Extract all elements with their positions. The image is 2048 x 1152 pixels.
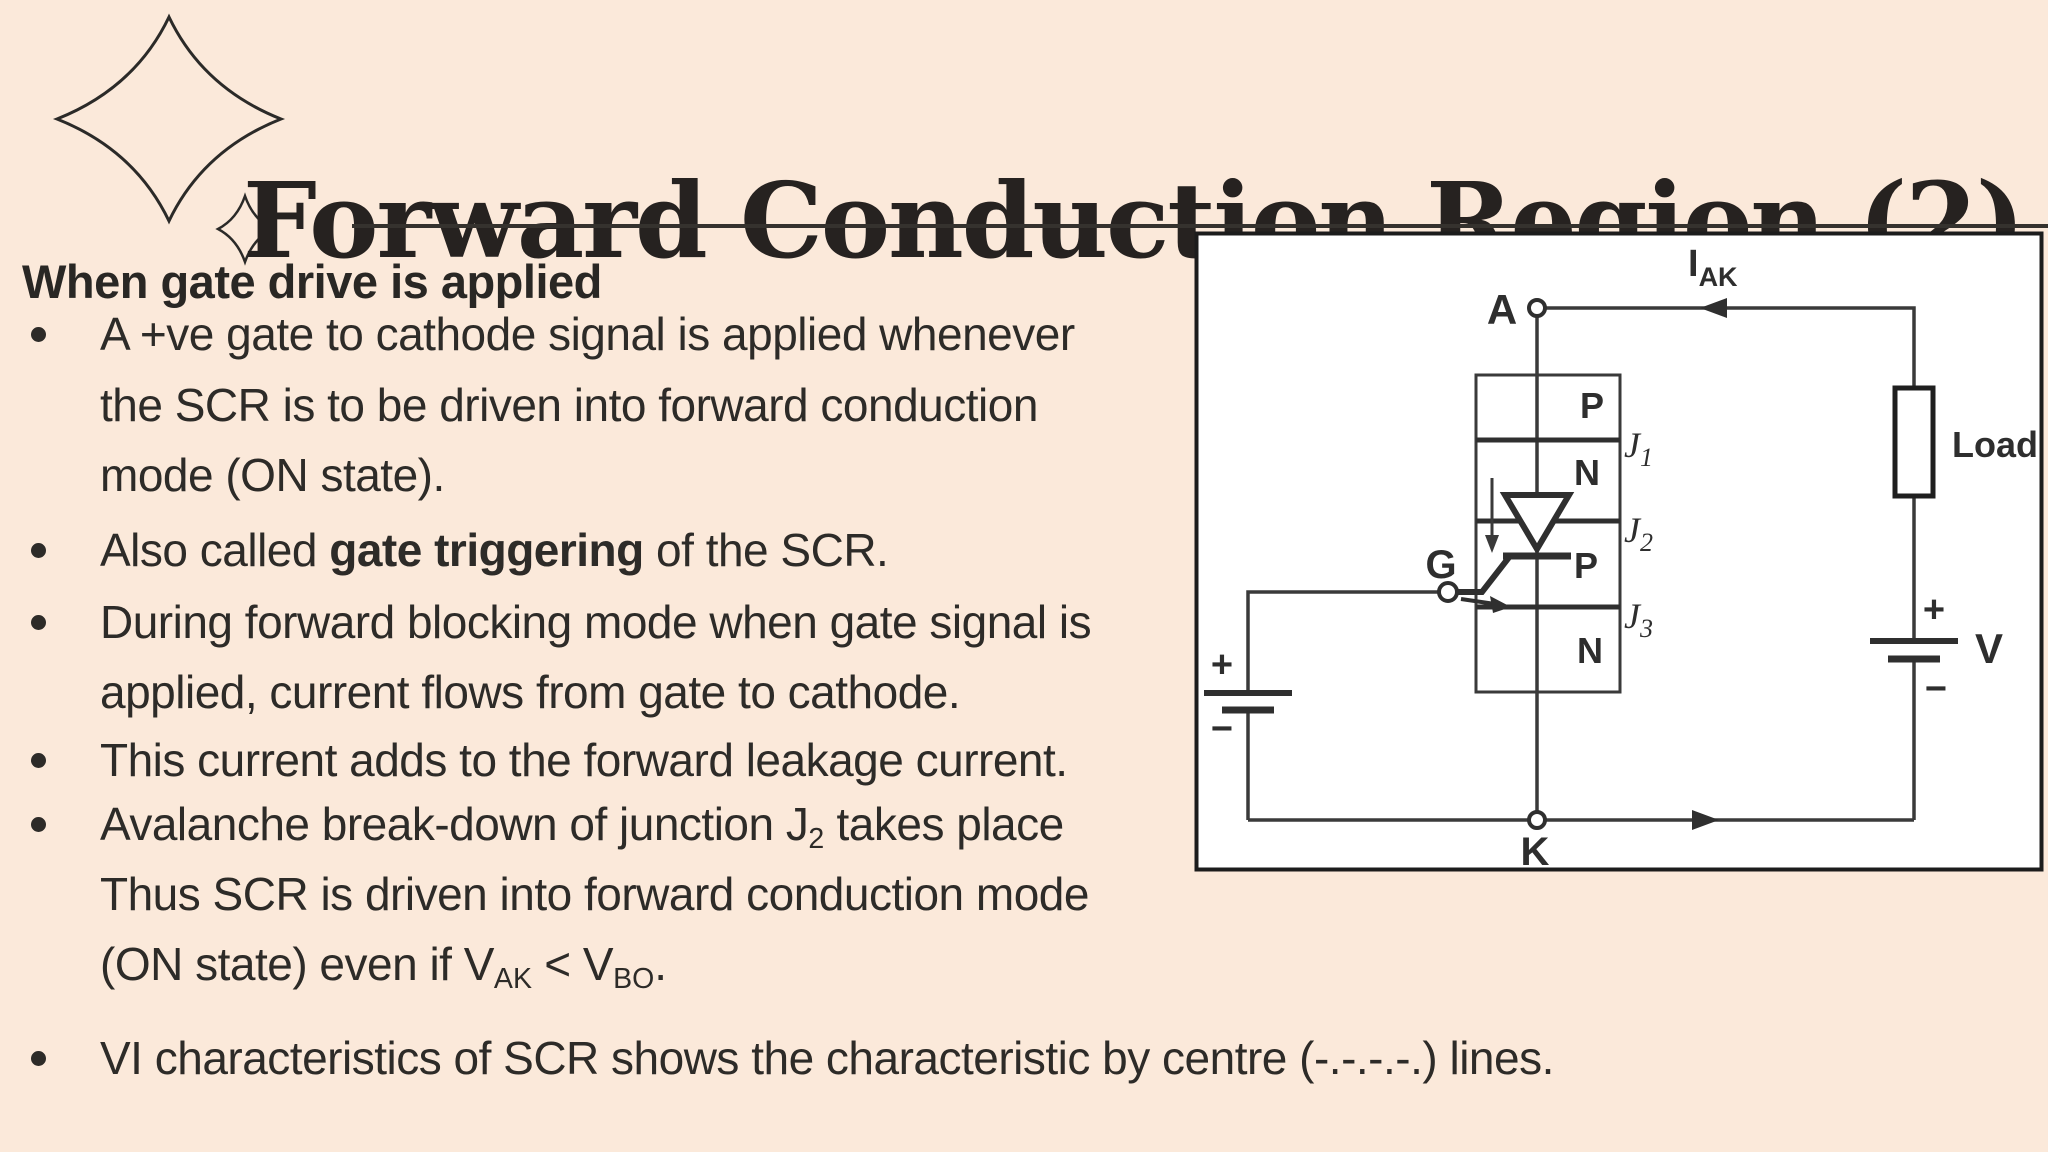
anode-node — [1527, 298, 1547, 318]
junction-j2-label: J2 — [1624, 510, 1653, 557]
bullet-3-line-2: applied, current flows from gate to cath… — [100, 666, 961, 718]
layer-n1-label: N — [1574, 452, 1600, 493]
gate-battery-icon — [1204, 690, 1292, 714]
iak-arrow-icon — [1700, 298, 1727, 318]
internal-current-arrow-icon — [1485, 478, 1499, 553]
title-divider — [352, 224, 2048, 228]
gate-label: G — [1425, 543, 1456, 587]
load-resistor — [1892, 385, 1936, 499]
bullet-5-line-2: Thus SCR is driven into forward conducti… — [100, 868, 1089, 920]
bullet-5-line-1: Avalanche break-down of junction J2 take… — [100, 798, 1064, 855]
bullet-1-line-1: A +ve gate to cathode signal is applied … — [100, 308, 1075, 360]
gate-node — [1437, 581, 1459, 603]
cathode-node — [1527, 810, 1547, 830]
sparkle-stars-decoration — [52, 13, 286, 266]
bullet-dot — [31, 1051, 46, 1066]
gate-current-arrow-icon — [1460, 596, 1511, 613]
gate-lead — [1457, 554, 1513, 595]
junction-j1-label: J1 — [1624, 425, 1653, 472]
bullet-dot — [31, 817, 46, 832]
sparkle-star-small-icon — [215, 192, 275, 266]
bullet-5-line-3: (ON state) even if VAK < VBO. — [100, 938, 667, 995]
circuit-wires — [1246, 306, 1916, 822]
bullet-6-line-1: VI characteristics of SCR shows the char… — [100, 1032, 1554, 1084]
thyristor-triangle-icon — [1499, 492, 1575, 555]
battery-v-minus-label: − — [1925, 668, 1947, 710]
scr-pnpn-box — [1474, 373, 1622, 694]
current-iak-label: IAK — [1688, 243, 1738, 292]
section-heading: When gate drive is applied — [22, 255, 602, 308]
battery-v-icon — [1870, 638, 1958, 663]
bullet-dot — [31, 615, 46, 630]
load-label: Load — [1952, 424, 2038, 465]
bullet-1-line-3: mode (ON state). — [100, 449, 445, 501]
source-v-label: V — [1975, 625, 2003, 672]
bullet-dot — [31, 753, 46, 768]
layer-p1-label: P — [1580, 385, 1604, 426]
bullet-4-line-1: This current adds to the forward leakage… — [100, 734, 1068, 786]
scr-circuit-diagram: IAK A G K Load V + − + − P N P N J1 J2 J… — [1194, 231, 2044, 873]
bullet-1-line-2: the SCR is to be driven into forward con… — [100, 379, 1038, 431]
junction-j3-label: J3 — [1624, 596, 1653, 643]
gate-battery-plus-label: + — [1211, 644, 1233, 686]
battery-v-plus-label: + — [1923, 589, 1945, 631]
bottom-current-arrow-icon — [1692, 810, 1719, 830]
gate-battery-minus-label: − — [1211, 708, 1233, 750]
layer-n2-label: N — [1577, 630, 1603, 671]
bullet-3-line-1: During forward blocking mode when gate s… — [100, 596, 1092, 648]
anode-label: A — [1487, 286, 1517, 333]
layer-p2-label: P — [1574, 545, 1598, 586]
cathode-label: K — [1521, 830, 1550, 873]
bullet-dot — [31, 327, 46, 342]
bullet-2-line-1: Also called gate triggering of the SCR. — [100, 524, 889, 576]
sparkle-star-large-icon — [52, 13, 286, 225]
bullet-dot — [31, 543, 46, 558]
